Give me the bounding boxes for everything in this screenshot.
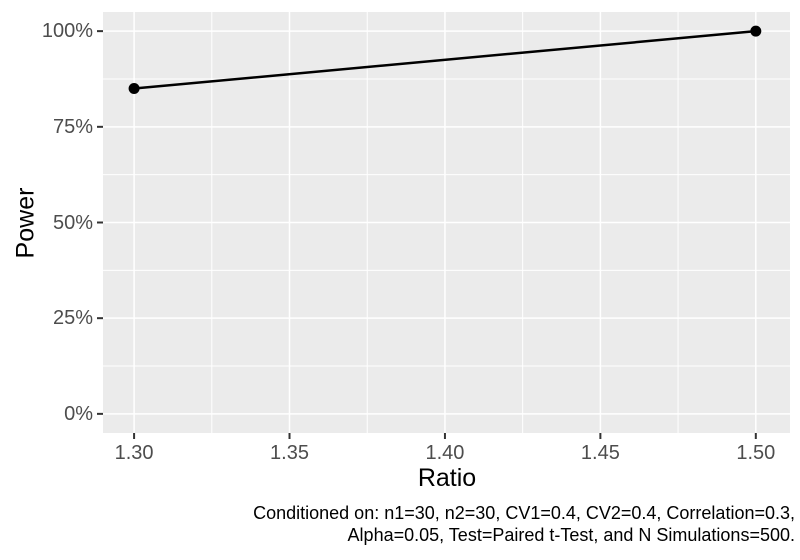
x-tick-label: 1.40 <box>425 442 465 464</box>
caption: Conditioned on: n1=30, n2=30, CV1=0.4, C… <box>253 502 795 546</box>
x-tick-label: 1.35 <box>270 442 309 464</box>
caption-line-2: Alpha=0.05, Test=Paired t-Test, and N Si… <box>347 525 795 545</box>
y-tick-label: 75% <box>52 115 93 138</box>
data-point <box>750 25 762 37</box>
series-line <box>133 29 756 90</box>
y-tick-label: 50% <box>52 211 93 234</box>
data-point <box>128 83 140 95</box>
y-tick-label: 25% <box>52 307 93 330</box>
x-tick-label: 1.50 <box>736 442 776 464</box>
y-tick-label: 100% <box>41 20 93 43</box>
x-tick-label: 1.45 <box>580 442 620 464</box>
x-tick-label: 1.30 <box>114 442 154 464</box>
y-axis-title: Power <box>11 187 40 259</box>
y-tick-label: 0% <box>64 402 93 425</box>
x-axis-title: Ratio <box>417 464 477 492</box>
caption-line-1: Conditioned on: n1=30, n2=30, CV1=0.4, C… <box>253 503 795 523</box>
